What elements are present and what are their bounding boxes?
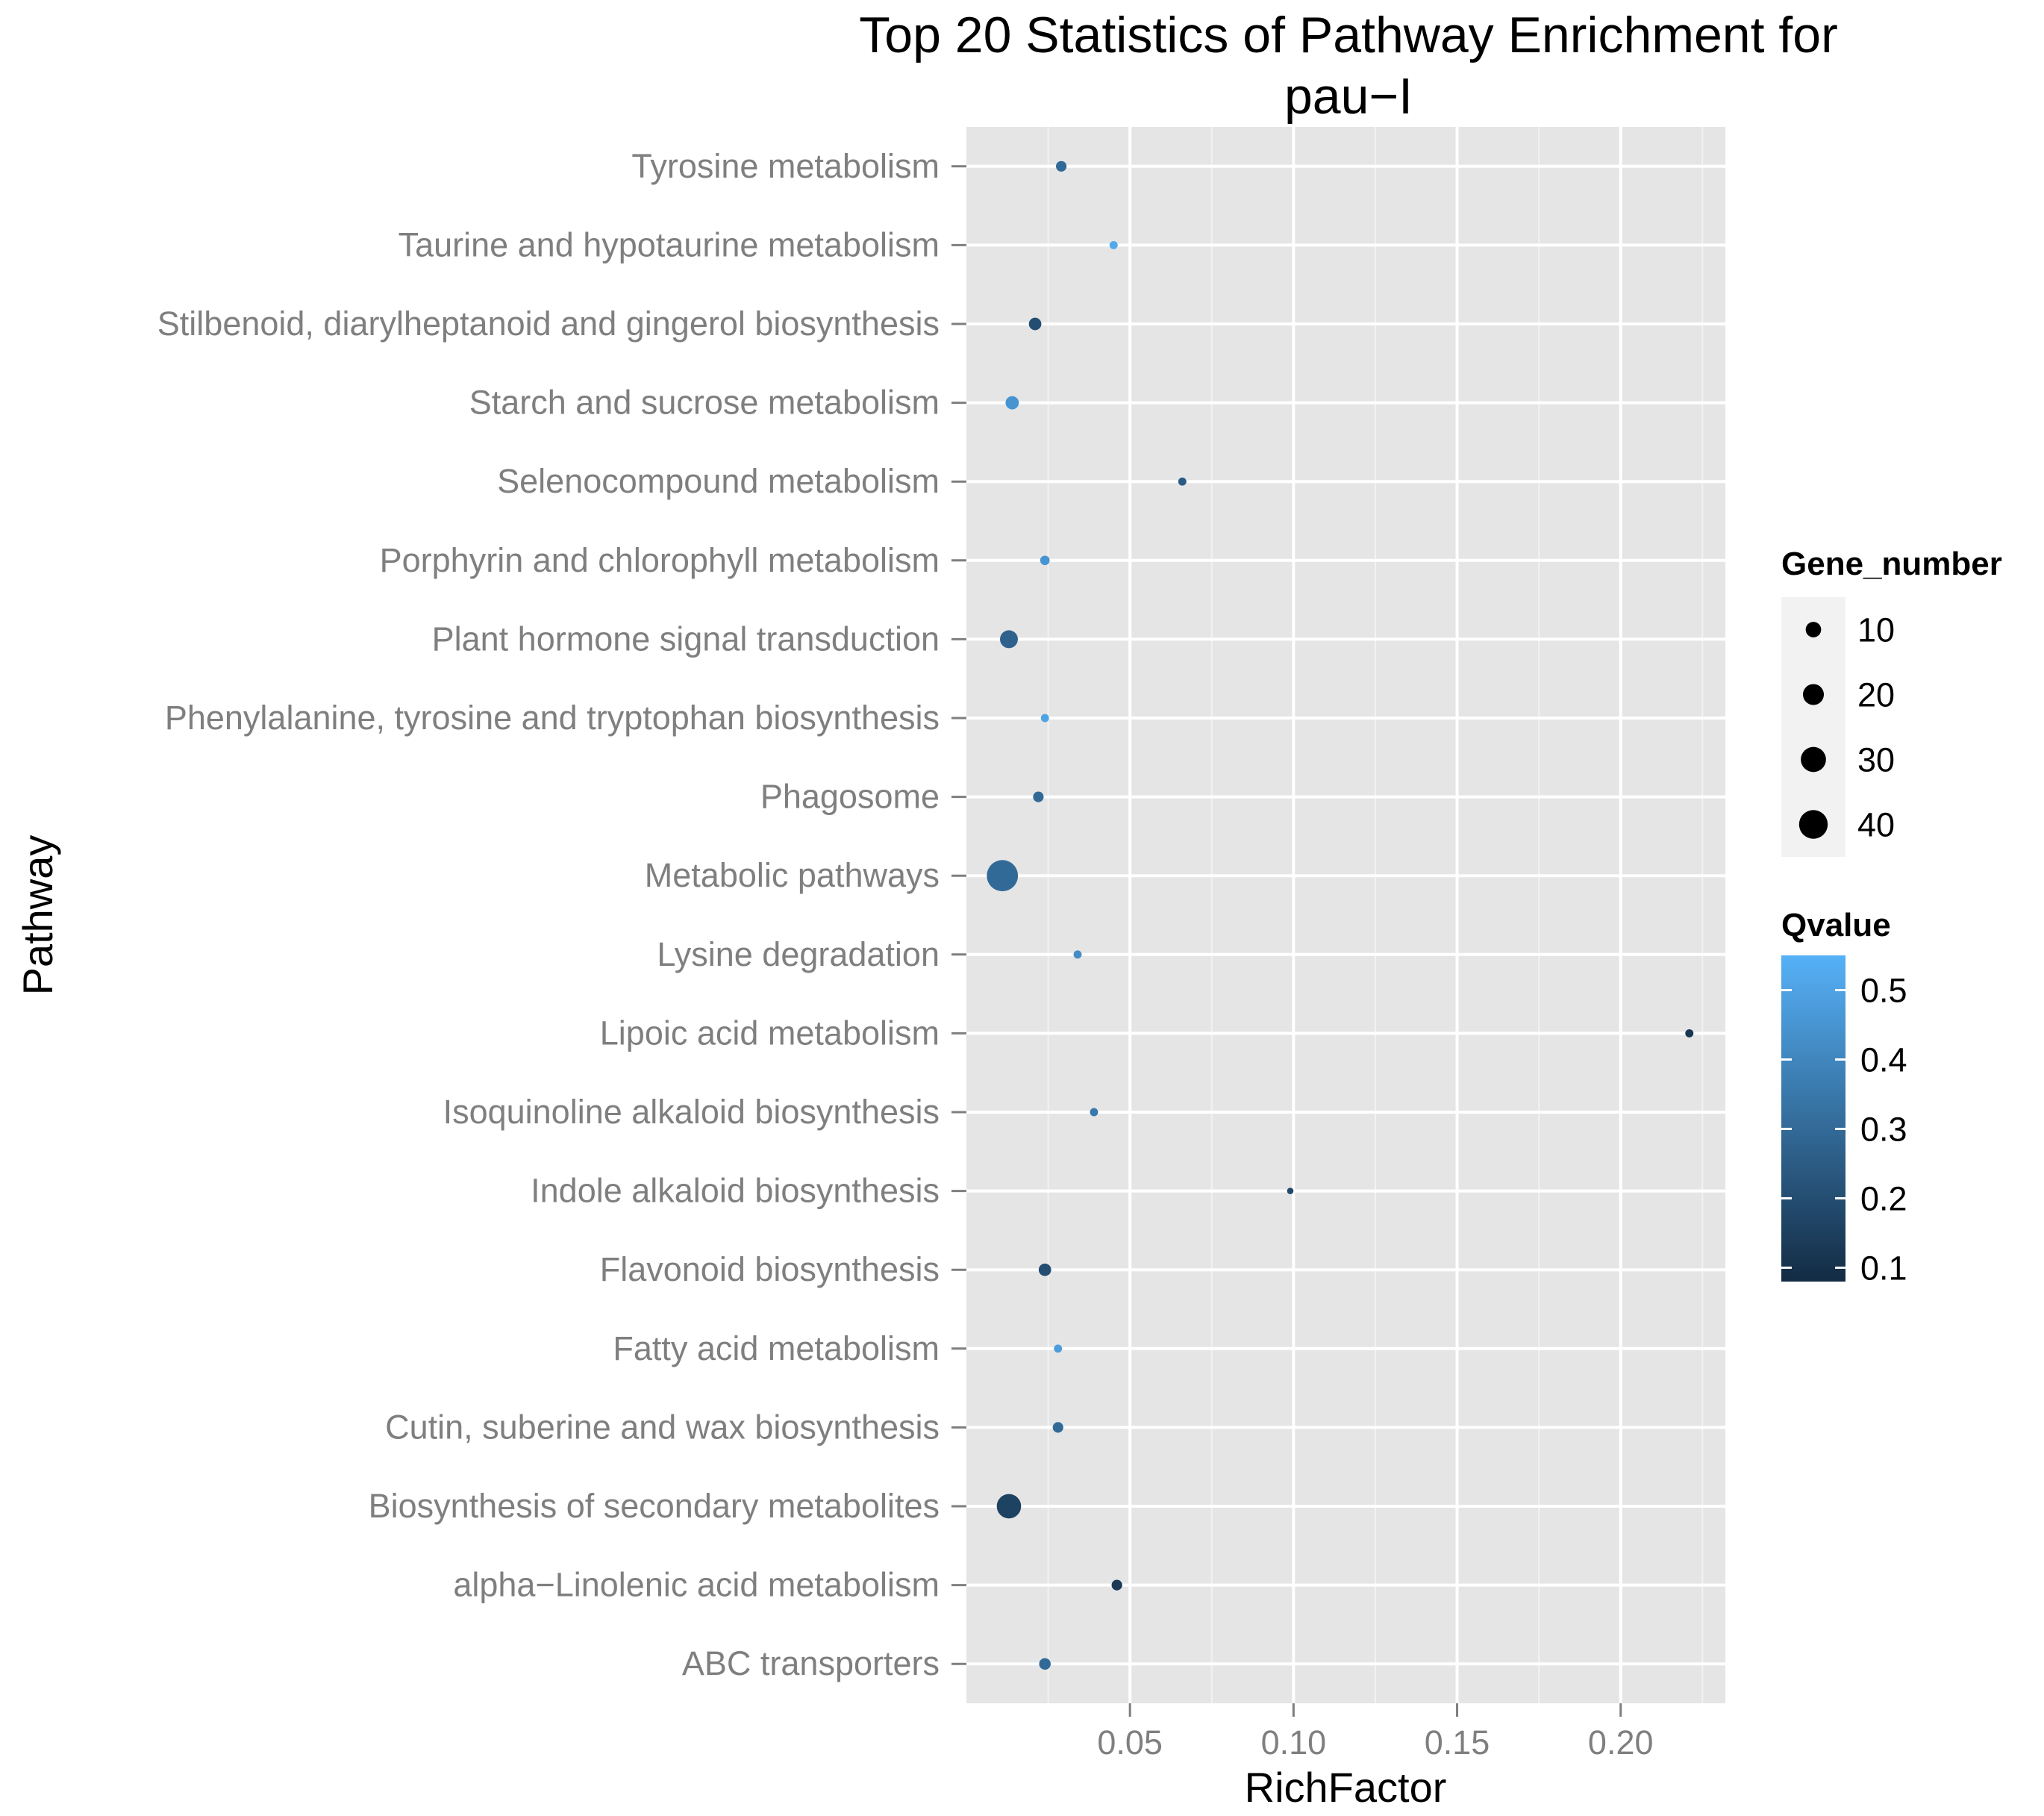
y-tick-label: Phagosome (760, 778, 940, 816)
size-legend-label: 30 (1857, 741, 1895, 779)
x-tick-label: 0.20 (1588, 1723, 1654, 1762)
y-tick-label: Metabolic pathways (645, 856, 940, 894)
y-tick-label: Fatty acid metabolism (613, 1329, 940, 1367)
data-point (1033, 791, 1044, 802)
y-tick-label: Selenocompound metabolism (497, 462, 940, 500)
data-point (1056, 160, 1067, 172)
y-tick-label: Flavonoid biosynthesis (600, 1250, 940, 1288)
plot-panel (966, 127, 1725, 1703)
x-tick-label: 0.10 (1261, 1723, 1327, 1762)
data-point (1090, 1108, 1098, 1117)
size-legend-label: 40 (1857, 806, 1895, 844)
size-legend-dot (1805, 622, 1822, 637)
data-point (987, 860, 1019, 892)
y-tick-label: Cutin, suberine and wax biosynthesis (385, 1408, 940, 1446)
color-legend-ticks: 0.1 0.2 0.3 0.4 0.5 (1781, 971, 1907, 1287)
data-point (1685, 1029, 1694, 1038)
y-tick-label: Porphyrin and chlorophyll metabolism (380, 541, 940, 579)
data-point (1073, 950, 1082, 959)
color-legend-label: 0.2 (1860, 1179, 1907, 1217)
data-point (1040, 555, 1050, 566)
data-point (1109, 240, 1118, 249)
y-tick-label: Lysine degradation (657, 935, 940, 973)
y-tick-label: Phenylalanine, tyrosine and tryptophan b… (165, 699, 940, 737)
data-point (1054, 1344, 1063, 1353)
data-point (1178, 477, 1187, 486)
y-tick-label: ABC transporters (682, 1644, 940, 1682)
grid-layer (966, 127, 1725, 1703)
y-tick-label: Lipoic acid metabolism (600, 1014, 940, 1052)
color-legend-label: 0.4 (1860, 1040, 1907, 1079)
x-tick-label: 0.05 (1097, 1723, 1163, 1762)
y-tick-label: Isoquinoline alkaloid biosynthesis (443, 1093, 940, 1131)
x-axis-title: RichFactor (1245, 1764, 1447, 1811)
chart-title-line-2: pau−I (1284, 68, 1413, 125)
size-legend-label: 10 (1857, 611, 1895, 649)
y-tick-label: Stilbenoid, diarylheptanoid and gingerol… (157, 305, 940, 343)
color-legend-title: Qvalue (1781, 907, 1891, 943)
data-point (996, 1494, 1022, 1519)
chart-title-line-1: Top 20 Statistics of Pathway Enrichment … (859, 7, 1838, 63)
data-point (1028, 317, 1042, 331)
chart-title: Top 20 Statistics of Pathway Enrichment … (859, 7, 1838, 125)
color-legend-label: 0.3 (1860, 1110, 1907, 1148)
size-legend-dot (1802, 684, 1825, 705)
size-legend-title: Gene_number (1781, 546, 2002, 582)
color-legend-bar (1781, 955, 1845, 1282)
data-point (1000, 630, 1018, 649)
data-point (1039, 1658, 1051, 1670)
y-tick-label: Starch and sucrose metabolism (469, 384, 940, 422)
size-legend-dot (1801, 746, 1826, 773)
data-point (1052, 1422, 1063, 1433)
size-legend-dot (1798, 810, 1828, 839)
y-tick-label: Biosynthesis of secondary metabolites (369, 1487, 940, 1525)
data-point (1040, 714, 1049, 723)
y-tick-label: alpha−Linolenic acid metabolism (453, 1566, 940, 1604)
y-axis-ticks: Tyrosine metabolism Taurine and hypotauri… (157, 147, 966, 1682)
legend: Gene_number 10 20 30 40 Qvalue 0.1 0.2 0.3 0.4… (1781, 546, 2002, 1287)
x-axis-ticks: 0.05 0.10 0.15 0.20 (1097, 1703, 1654, 1762)
data-point (1038, 1263, 1051, 1276)
y-tick-label: Indole alkaloid biosynthesis (531, 1172, 940, 1210)
x-tick-label: 0.15 (1425, 1723, 1490, 1762)
data-point (1111, 1579, 1122, 1591)
data-point (1005, 396, 1019, 410)
color-legend-label: 0.5 (1860, 971, 1907, 1009)
y-tick-label: Taurine and hypotaurine metabolism (399, 225, 940, 263)
color-legend-label: 0.1 (1860, 1249, 1907, 1287)
y-tick-label: Tyrosine metabolism (631, 147, 940, 185)
y-tick-label: Plant hormone signal transduction (432, 620, 940, 658)
size-legend-label: 20 (1857, 676, 1895, 714)
data-point (1287, 1188, 1294, 1194)
data-points (987, 160, 1694, 1670)
size-legend-keys: 10 20 30 40 (1781, 597, 1895, 857)
y-axis-title: Pathway (14, 835, 61, 996)
